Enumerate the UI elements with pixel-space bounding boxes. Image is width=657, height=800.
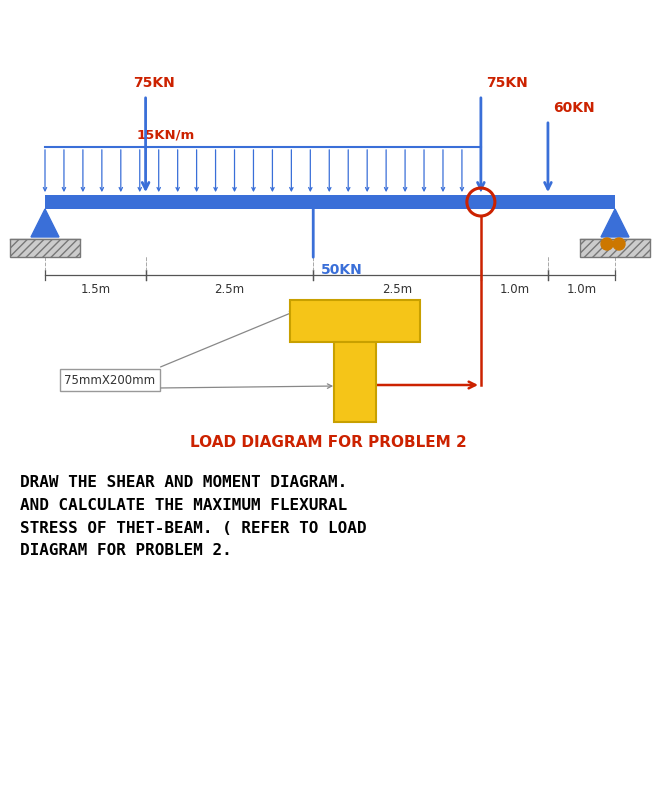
Bar [45,195,615,209]
Bar [10,239,80,257]
Text: 1.0m: 1.0m [499,283,530,296]
Text: 75mmX200mm: 75mmX200mm [64,374,156,386]
Text: 75KN: 75KN [133,76,175,90]
Text: 60KN: 60KN [553,101,595,115]
Polygon shape [31,209,59,237]
Text: 2.5m: 2.5m [214,283,244,296]
Circle shape [601,238,613,250]
Bar [334,342,376,422]
Text: 15KN/m: 15KN/m [137,129,195,142]
Bar [290,300,420,342]
Text: 75KN: 75KN [486,76,528,90]
Text: 1.0m: 1.0m [566,283,597,296]
Circle shape [613,238,625,250]
Bar [580,239,650,257]
Polygon shape [601,209,629,237]
Text: 2.5m: 2.5m [382,283,412,296]
Text: DRAW THE SHEAR AND MOMENT DIAGRAM.
AND CALCULATE THE MAXIMUM FLEXURAL
STRESS OF : DRAW THE SHEAR AND MOMENT DIAGRAM. AND C… [20,475,367,558]
Text: LOAD DIAGRAM FOR PROBLEM 2: LOAD DIAGRAM FOR PROBLEM 2 [190,435,466,450]
Text: 50KN: 50KN [321,263,363,277]
Text: 1.5m: 1.5m [80,283,110,296]
